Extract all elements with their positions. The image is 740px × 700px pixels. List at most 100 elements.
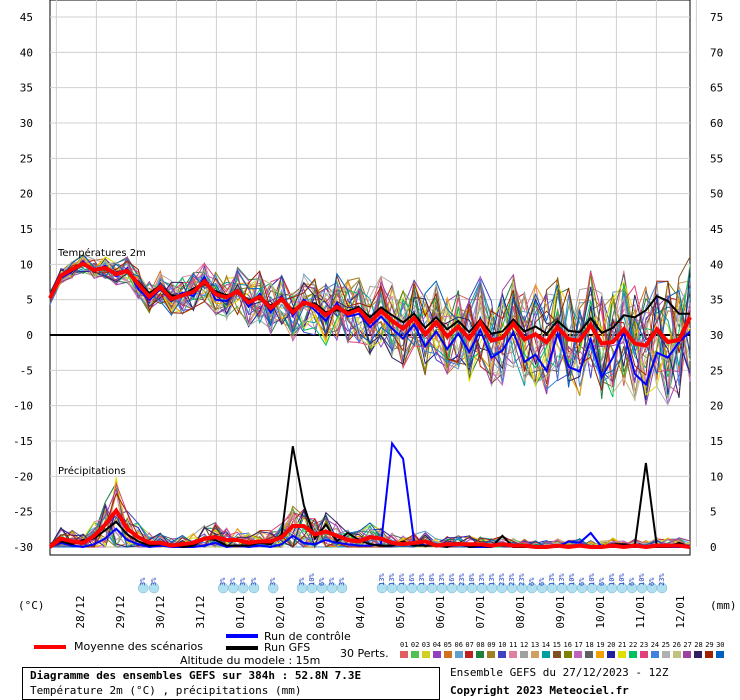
y-right-tick: 40 — [710, 258, 723, 271]
y-right-tick: 55 — [710, 152, 723, 165]
pert-number: 16 — [563, 641, 572, 649]
x-tick: 10/01 — [594, 595, 607, 628]
y-right-tick: 20 — [710, 400, 723, 413]
snow-percent: 10% — [618, 573, 626, 586]
x-tick: 28/12 — [74, 595, 87, 628]
pert-number: 07 — [465, 641, 474, 649]
snow-marker — [137, 582, 149, 594]
y-left-tick: -30 — [13, 541, 33, 554]
pert-color-swatch — [454, 651, 463, 658]
snow-percent: 13% — [548, 573, 556, 586]
pert-color-swatch — [465, 651, 474, 658]
pert-number: 19 — [596, 641, 605, 649]
snow-percent: 6% — [318, 577, 326, 586]
pert-color-swatch — [672, 651, 681, 658]
footer-copyright: Copyright 2023 Meteociel.fr — [450, 684, 629, 697]
series-precip-0 — [49, 440, 690, 549]
pert-number: 18 — [585, 641, 594, 649]
y-left-tick: -20 — [13, 470, 33, 483]
pert-number: 23 — [639, 641, 649, 649]
pert-number: 20 — [607, 641, 616, 649]
snow-percent: 13% — [378, 573, 386, 586]
y-left-tick: 45 — [20, 11, 33, 24]
grid — [49, 0, 697, 556]
y-right-tick: 75 — [710, 11, 723, 24]
snow-percent: 6% — [528, 577, 536, 586]
snow-percent: 13% — [388, 573, 396, 586]
pert-number: 15 — [552, 641, 562, 649]
pert-color-swatch — [530, 651, 539, 658]
snow-marker — [237, 582, 249, 594]
snow-percent: 3% — [139, 577, 147, 586]
x-tick: 31/12 — [194, 595, 207, 628]
y-left-tick: 40 — [20, 46, 33, 59]
pert-color-swatch — [694, 651, 703, 658]
member-temp-line — [49, 262, 691, 399]
y-left-tick: 10 — [20, 258, 33, 271]
pert-number: 21 — [618, 641, 627, 649]
snow-percent: 3% — [219, 577, 227, 586]
x-tick: 03/01 — [314, 595, 327, 628]
y-left-tick: 0 — [26, 329, 33, 342]
pert-number: 02 — [410, 641, 420, 649]
pert-color-swatch — [639, 651, 648, 658]
pert-number: 12 — [519, 641, 529, 649]
snow-percent: 10% — [588, 573, 596, 586]
snow-percent: 10% — [568, 573, 576, 586]
y-right-tick: 15 — [710, 435, 723, 448]
snow-marker — [656, 582, 668, 594]
snow-percent: 6% — [598, 577, 606, 586]
snow-probability-row: 3% 3% 3% 3% 3% 3% 3% 3% 10% 6% 3% 3% 13% 13% 16% 16% 13%… — [137, 573, 668, 594]
snow-percent: 6% — [578, 577, 586, 586]
snow-percent: 13% — [438, 573, 446, 586]
snow-percent: 23% — [508, 573, 516, 586]
pert-number: 24 — [650, 641, 660, 649]
snow-percent: 3% — [250, 577, 258, 586]
pert-number: 06 — [454, 641, 463, 649]
footer-title-box: Diagramme des ensembles GEFS sur 384h : … — [22, 667, 440, 700]
pert-number: 17 — [574, 641, 583, 649]
pert-color-swatch — [400, 651, 408, 658]
member-temp-line — [49, 254, 691, 388]
y-left-tick: 20 — [20, 188, 33, 201]
pert-number: 13 — [530, 641, 540, 649]
snow-percent: 3% — [229, 577, 237, 586]
mean-legend-label: Moyenne des scénarios — [74, 640, 203, 653]
pert-color-swatch — [487, 651, 496, 658]
pert-color-swatch — [443, 651, 452, 658]
temp-section-label: Températures 2m — [57, 247, 146, 259]
y-right-tick: 70 — [710, 46, 723, 59]
snow-percent: 10% — [308, 573, 316, 586]
y-left-tick: -10 — [13, 400, 33, 413]
pert-number: 04 — [432, 641, 442, 649]
plot-frame — [49, 0, 691, 556]
y-right-tick: 35 — [710, 294, 723, 307]
snow-percent: 3% — [269, 577, 277, 586]
snow-percent: 23% — [458, 573, 466, 586]
y-right-tick: 30 — [710, 329, 723, 342]
control-legend-label: Run de contrôle — [264, 630, 351, 643]
snow-percent: 23% — [658, 573, 666, 586]
y-left-tick: -15 — [13, 435, 33, 448]
pert-number: 05 — [443, 641, 453, 649]
pert-number: 30 — [716, 641, 725, 649]
y-right-tick: 50 — [710, 188, 723, 201]
x-tick: 12/01 — [674, 595, 687, 628]
x-tick: 04/01 — [354, 595, 367, 628]
perts-label: 30 Perts. — [340, 647, 389, 660]
snow-percent: 13% — [488, 573, 496, 586]
pert-color-swatch — [628, 651, 637, 658]
snow-percent: 6% — [648, 577, 656, 586]
y-left-tick: 15 — [20, 223, 33, 236]
snow-marker — [267, 582, 279, 594]
pert-color-swatch — [519, 651, 528, 658]
y-right-tick: 60 — [710, 117, 723, 130]
snow-percent: 6% — [538, 577, 546, 586]
pert-color-swatch — [661, 651, 670, 658]
snow-percent: 10% — [638, 573, 646, 586]
pert-color-swatch — [432, 651, 441, 658]
x-tick: 05/01 — [394, 595, 407, 628]
y-left-unit: (°C) — [18, 599, 45, 612]
y-left-tick: 30 — [20, 117, 33, 130]
